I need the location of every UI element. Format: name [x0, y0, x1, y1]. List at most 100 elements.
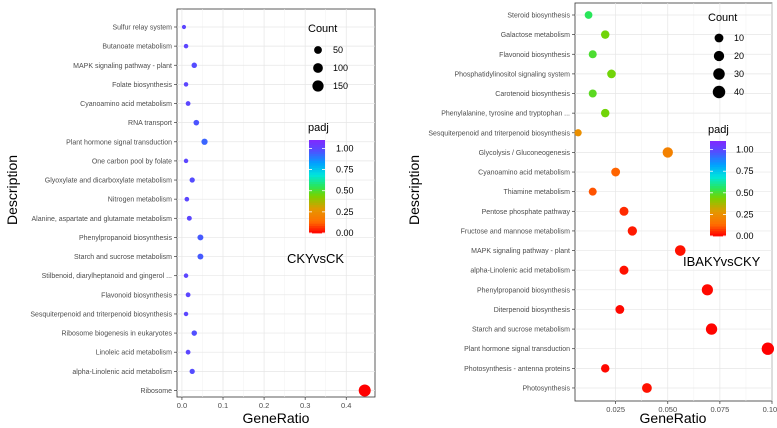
- colorbar-segment: [710, 145, 726, 149]
- color-legend-label: 0.25: [336, 207, 354, 217]
- chart-2: 0.025 0.050 0.075 0.100 Steroid biosynthesis…: [406, 2, 777, 426]
- category-label: Steroid biosynthesis: [507, 13, 570, 20]
- data-point: [627, 226, 638, 236]
- data-point: [185, 349, 191, 355]
- colorbar-segment: [309, 191, 325, 194]
- data-point: [183, 82, 189, 87]
- category-label: Starch and sucrose metabolism: [472, 327, 570, 334]
- data-point: [183, 158, 189, 164]
- colorbar-segment: [309, 179, 325, 183]
- x-tick-label: 0.075: [710, 405, 729, 414]
- colorbar-segment: [710, 171, 726, 175]
- colorbar-segment: [710, 202, 726, 206]
- colorbar-segment: [309, 202, 325, 206]
- colorbar-segment: [710, 224, 726, 227]
- data-point: [607, 69, 616, 79]
- colorbar-segment: [309, 188, 325, 192]
- category-label: Photosynthesis: [523, 385, 571, 392]
- category-label: Butanoate metabolism: [102, 44, 172, 51]
- category-label: Glycolysis / Gluconeogenesis: [479, 150, 571, 157]
- colorbar-segment: [710, 186, 726, 189]
- category-label: Ribosome: [140, 388, 172, 395]
- color-legend-label: 0.50: [336, 186, 354, 196]
- colorbar-segment: [309, 212, 325, 215]
- x-tick-label: 0.3: [300, 401, 310, 410]
- colorbar-segment: [710, 228, 726, 232]
- size-legend-dot: [713, 50, 725, 62]
- x-tick-label: 0.2: [259, 401, 269, 410]
- colorbar-segment: [710, 233, 726, 237]
- data-point: [183, 43, 189, 49]
- category-label: Linoleic acid metabolism: [96, 350, 172, 357]
- data-point: [193, 119, 200, 126]
- comparison-label: CKYvsCK: [287, 251, 344, 266]
- category-label: Plant hormone signal transduction: [464, 346, 570, 353]
- data-point: [761, 342, 775, 355]
- category-label: Cyanoamino acid metabolism: [80, 101, 172, 108]
- colorbar-segment: [710, 174, 726, 178]
- data-point: [701, 284, 713, 296]
- category-label: One carbon pool by folate: [92, 158, 172, 165]
- category-label: Sulfur relay system: [112, 25, 172, 32]
- colorbar-segment: [710, 150, 726, 154]
- colorbar-segment: [309, 181, 325, 185]
- colorbar-segment: [309, 195, 325, 199]
- size-legend-title: Count: [308, 23, 337, 35]
- colorbar-segment: [710, 167, 726, 170]
- colorbar-segment: [309, 144, 325, 148]
- colorbar-segment: [309, 209, 325, 213]
- category-label: Sesquiterpenoid and triterpenoid biosynt…: [428, 130, 570, 137]
- category-label: Fructose and mannose metabolism: [461, 228, 570, 235]
- data-point: [619, 206, 629, 216]
- data-point: [619, 265, 629, 275]
- colorbar-segment: [710, 231, 726, 235]
- size-legend-label: 10: [734, 33, 744, 43]
- data-point: [705, 323, 718, 335]
- colorbar-segment: [710, 198, 726, 201]
- size-legend-label: 40: [734, 87, 744, 97]
- category-label: alpha-Linolenic acid metabolism: [72, 369, 172, 376]
- colorbar-segment: [309, 140, 325, 143]
- category-label: Cyanoamino acid metabolism: [478, 170, 570, 177]
- category-label: Stilbenoid, diarylheptanoid and gingerol…: [42, 273, 172, 280]
- data-point: [574, 129, 582, 137]
- data-point: [184, 196, 190, 202]
- category-label: Galactose metabolism: [501, 32, 570, 39]
- colorbar-segment: [309, 193, 325, 197]
- x-axis-title: GeneRatio: [640, 410, 707, 426]
- size-legend-dot: [312, 80, 324, 92]
- size-legend-title: Count: [708, 12, 737, 24]
- colorbar-segment: [710, 179, 726, 182]
- data-point: [191, 62, 197, 68]
- colorbar-segment: [309, 149, 325, 153]
- size-legend-dot: [314, 46, 322, 54]
- category-label: MAPK signaling pathway - plant: [73, 63, 172, 70]
- data-point: [588, 187, 597, 196]
- category-label: Flavonoid biosynthesis: [499, 52, 570, 59]
- colorbar-segment: [710, 190, 726, 194]
- data-point: [588, 89, 597, 98]
- colorbar-segment: [309, 158, 325, 162]
- data-point: [588, 50, 597, 59]
- data-point: [189, 177, 195, 183]
- color-legend-label: 0.50: [736, 188, 754, 198]
- color-legend-label: 0.00: [336, 228, 354, 238]
- data-point: [197, 253, 204, 260]
- colorbar-segment: [309, 156, 325, 159]
- size-legend-label: 20: [734, 51, 744, 61]
- colorbar-segment: [710, 164, 726, 168]
- colorbar-segment: [309, 170, 325, 173]
- data-point: [642, 383, 652, 393]
- colorbar-segment: [710, 169, 726, 173]
- data-point: [191, 330, 197, 336]
- colorbar-segment: [710, 195, 726, 199]
- colorbar-segment: [710, 162, 726, 166]
- size-legend-label: 30: [734, 69, 744, 79]
- data-point: [181, 24, 187, 30]
- colorbar-segment: [710, 217, 726, 220]
- colorbar-segment: [309, 219, 325, 222]
- data-point: [197, 234, 204, 241]
- colorbar-segment: [309, 221, 325, 225]
- data-point: [189, 368, 195, 374]
- color-legend-title: padj: [708, 124, 729, 136]
